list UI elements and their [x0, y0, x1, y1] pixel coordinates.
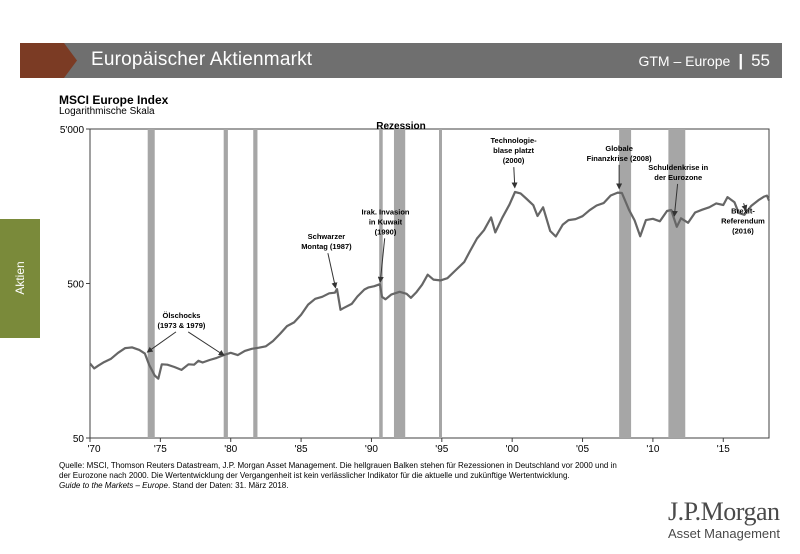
annotation-text: Brexit- — [731, 206, 755, 215]
annotation-text: (2000) — [503, 156, 525, 165]
y-tick-label: 500 — [67, 280, 84, 291]
annotation-text: blase platzt — [493, 146, 534, 155]
recession-band — [619, 129, 632, 438]
header-chevron — [20, 43, 77, 78]
chart-title: MSCI Europe Index — [59, 93, 169, 107]
x-tick-label: '70 — [87, 444, 100, 455]
y-tick-label: 50 — [73, 434, 85, 445]
annotation-arrow — [671, 183, 679, 217]
jpmorgan-logo: J.P.Morgan Asset Management — [667, 497, 780, 542]
recession-band — [253, 129, 258, 438]
annotation-text: Rezession — [376, 121, 425, 132]
page-number: 55 — [751, 51, 770, 70]
annotation-text: (1990) — [375, 227, 397, 236]
footnote: Quelle: MSCI, Thomson Reuters Datastream… — [59, 461, 629, 491]
chart-subtitle: Logarithmische Skala — [59, 106, 155, 117]
side-tab[interactable] — [0, 219, 40, 338]
annotation-text: in Kuwait — [369, 217, 403, 226]
annotation-text: Irak. Invasion — [362, 207, 410, 216]
section-label: GTM – Europe — [638, 53, 731, 69]
x-tick-label: '80 — [224, 444, 237, 455]
plot-area — [89, 128, 770, 439]
logo-subtitle: Asset Management — [667, 526, 780, 541]
annotation-arrow — [741, 203, 748, 212]
page-title: Europäischer Aktienmarkt — [91, 49, 313, 70]
annotation-4: Technologie-blase platzt(2000) — [491, 136, 538, 189]
annotation-text: Finanzkrise (2008) — [587, 154, 653, 163]
x-tick-label: '95 — [435, 444, 448, 455]
recession-band — [668, 129, 686, 438]
annotation-text: Ölschocks — [163, 311, 201, 320]
annotation-arrow — [327, 253, 338, 289]
header-separator: | — [738, 51, 744, 70]
x-tick-label: '85 — [295, 444, 308, 455]
series-line — [89, 190, 771, 380]
x-tick-label: '05 — [576, 444, 589, 455]
footnote-source: Quelle: MSCI, Thomson Reuters Datastream… — [59, 461, 617, 480]
annotation-arrow — [146, 331, 177, 353]
annotation-text: (2016) — [732, 226, 754, 235]
y-tick-label: 5'000 — [60, 125, 85, 136]
recession-band — [147, 129, 155, 438]
footnote-guide: Guide to the Markets – Europe — [59, 481, 168, 490]
footnote-date: . Stand der Daten: 31. März 2018. — [167, 481, 289, 490]
annotation-text: Montag (1987) — [301, 242, 352, 251]
annotation-0: Rezession — [376, 121, 425, 132]
annotation-text: der Eurozone — [654, 173, 702, 182]
header-bar — [20, 43, 782, 78]
annotation-arrow — [377, 238, 386, 283]
header-right: GTM – Europe | 55 — [638, 51, 770, 71]
x-tick-label: '90 — [365, 444, 378, 455]
logo-name: J.P.Morgan — [667, 497, 780, 526]
recession-band — [379, 129, 383, 438]
annotation-arrow — [511, 167, 518, 189]
annotation-1: Ölschocks(1973 & 1979) — [146, 311, 225, 356]
recession-band — [438, 129, 442, 438]
x-tick-label: '15 — [717, 444, 730, 455]
recession-band — [393, 129, 406, 438]
annotation-text: Technologie- — [491, 136, 538, 145]
x-tick-label: '75 — [154, 444, 167, 455]
annotation-text: Globale — [605, 144, 633, 153]
annotation-arrow — [187, 331, 225, 356]
annotation-text: Referendum — [721, 216, 765, 225]
annotation-text: (1973 & 1979) — [157, 321, 205, 330]
annotation-text: Schuldenkrise in — [648, 163, 708, 172]
recession-band — [223, 129, 228, 438]
annotation-7: Brexit-Referendum(2016) — [721, 203, 765, 235]
x-tick-label: '00 — [506, 444, 519, 455]
x-tick-label: '10 — [646, 444, 659, 455]
annotation-text: Schwarzer — [308, 232, 346, 241]
